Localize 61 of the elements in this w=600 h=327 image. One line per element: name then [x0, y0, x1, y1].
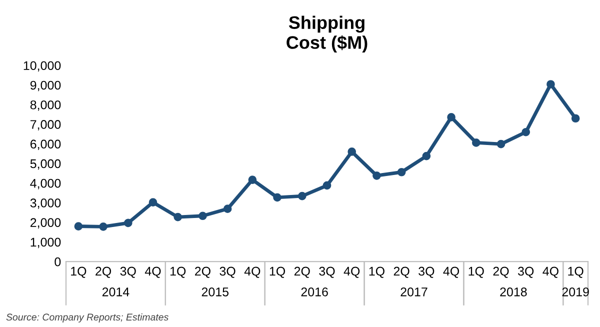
- point: [322, 181, 332, 190]
- y-tick-label: 3,000: [30, 198, 61, 209]
- point: [397, 168, 406, 176]
- x-tick-label: 3Q: [518, 266, 534, 278]
- x-tick-label: 3Q: [418, 266, 434, 278]
- x-tick-label: 2Q: [195, 266, 210, 278]
- point: [74, 222, 83, 230]
- x-tick-label: 2Q: [493, 266, 509, 278]
- text: 2014: [102, 287, 130, 296]
- text: 2015: [202, 287, 229, 296]
- y-tick-label: 8,000: [30, 100, 61, 111]
- y-tick-label: 6,000: [30, 140, 61, 150]
- x-tick-label: 1Q: [71, 266, 86, 278]
- x-tick-label: 1Q: [270, 266, 286, 278]
- x-tick-label: 1Q: [369, 266, 384, 278]
- x-tick-label: 4Q: [443, 266, 460, 278]
- x-tick-label: 3Q: [319, 266, 335, 278]
- y-tick-label: 4,000: [30, 178, 61, 190]
- x-tick-label: 1Q: [568, 266, 584, 278]
- point: [348, 148, 356, 156]
- y-tick-label: 10,000: [24, 61, 61, 72]
- x-tick-label: 2Q: [96, 266, 112, 278]
- y-tick-label: 9,000: [30, 80, 61, 92]
- text: 2019: [562, 287, 589, 296]
- point: [372, 171, 381, 180]
- point: [99, 222, 108, 231]
- y-tick-label: 5,000: [30, 159, 61, 170]
- point: [248, 176, 257, 184]
- point: [522, 128, 530, 136]
- text: 2018: [500, 287, 527, 296]
- point: [298, 192, 306, 200]
- y-tick-label: 7,000: [30, 120, 61, 130]
- x-tick-label: 1Q: [468, 266, 484, 278]
- x-tick-label: 1Q: [170, 266, 186, 278]
- text: 2016: [301, 287, 328, 296]
- x-tick-label: 2Q: [394, 266, 410, 278]
- source-note: Source: Company Reports; Estimates: [6, 313, 168, 322]
- point: [571, 114, 580, 123]
- x-tick-label: 4Q: [344, 266, 360, 278]
- text: 2017: [400, 287, 428, 296]
- y-tick-label: 0: [54, 257, 61, 266]
- y-tick-label: 1,000: [30, 238, 61, 248]
- point: [198, 212, 207, 220]
- point: [223, 204, 232, 213]
- point: [447, 113, 456, 122]
- x-tick-label: 3Q: [120, 266, 136, 278]
- y-tick-label: 2,000: [30, 218, 61, 228]
- point: [273, 193, 282, 202]
- x-tick-label: 2Q: [294, 266, 310, 278]
- x-tick-label: 4Q: [244, 266, 260, 278]
- point: [422, 152, 431, 160]
- x-tick-label: 4Q: [542, 266, 558, 278]
- point: [472, 138, 480, 147]
- point: [496, 140, 506, 148]
- chart-title: Shipping Cost ($M): [286, 16, 368, 52]
- point: [546, 80, 555, 88]
- x-tick-label: 3Q: [220, 266, 236, 278]
- x-tick-label: 4Q: [144, 266, 161, 278]
- point: [148, 198, 158, 207]
- point: [124, 218, 132, 228]
- point: [174, 212, 182, 222]
